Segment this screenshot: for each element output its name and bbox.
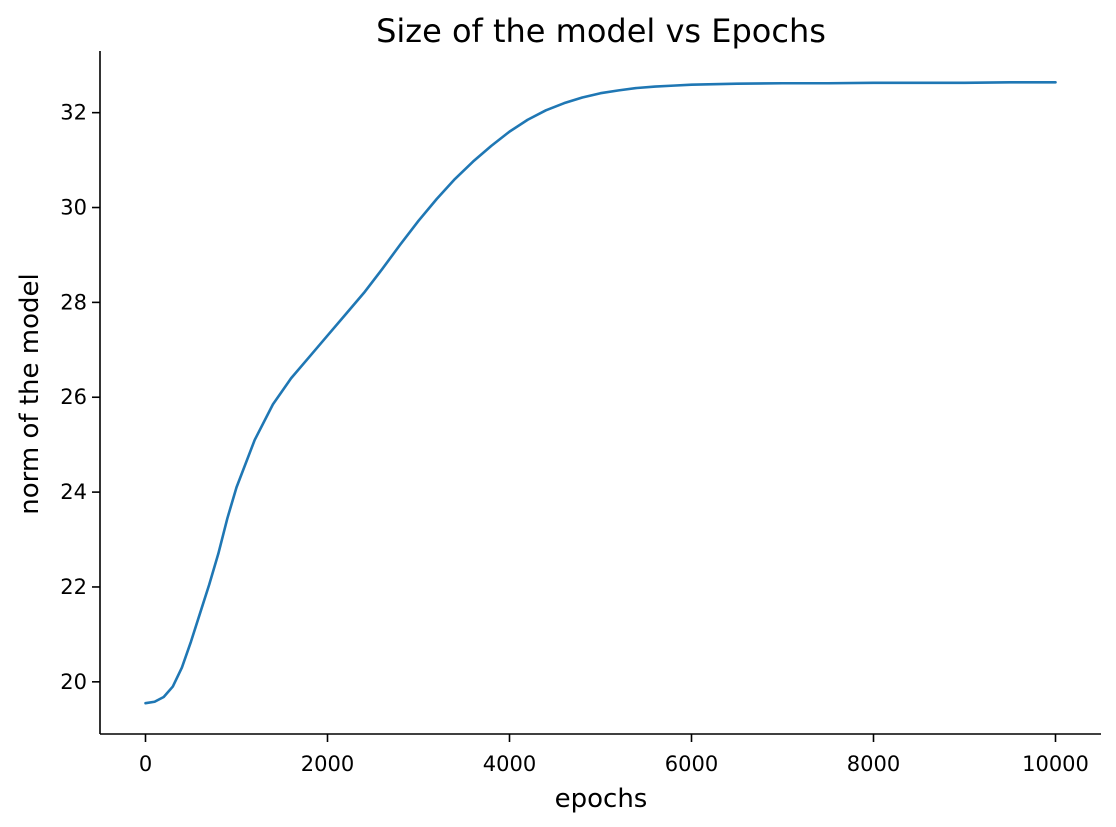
x-tick-label: 6000 — [665, 752, 718, 776]
y-tick-label: 20 — [60, 670, 87, 694]
y-tick-label: 26 — [60, 385, 87, 409]
y-tick-label: 24 — [60, 480, 87, 504]
y-tick-label: 22 — [60, 575, 87, 599]
y-axis-label: norm of the model — [15, 273, 45, 514]
x-tick-label: 4000 — [483, 752, 536, 776]
x-tick-label: 0 — [139, 752, 152, 776]
chart-title: Size of the model vs Epochs — [376, 12, 826, 50]
plot-area — [144, 81, 1057, 705]
y-tick-label: 28 — [60, 290, 87, 314]
x-tick-label: 2000 — [301, 752, 354, 776]
x-axis-label: epochs — [555, 784, 648, 814]
y-tick-label: 30 — [60, 196, 87, 220]
series-line — [144, 81, 1057, 705]
x-axis-ticks: 0 2000 4000 6000 8000 10000 — [139, 734, 1089, 776]
x-tick-label: 8000 — [847, 752, 900, 776]
x-tick-label: 10000 — [1022, 752, 1089, 776]
y-axis-ticks: 20 22 24 26 28 30 32 — [60, 101, 100, 694]
y-tick-label: 32 — [60, 101, 87, 125]
